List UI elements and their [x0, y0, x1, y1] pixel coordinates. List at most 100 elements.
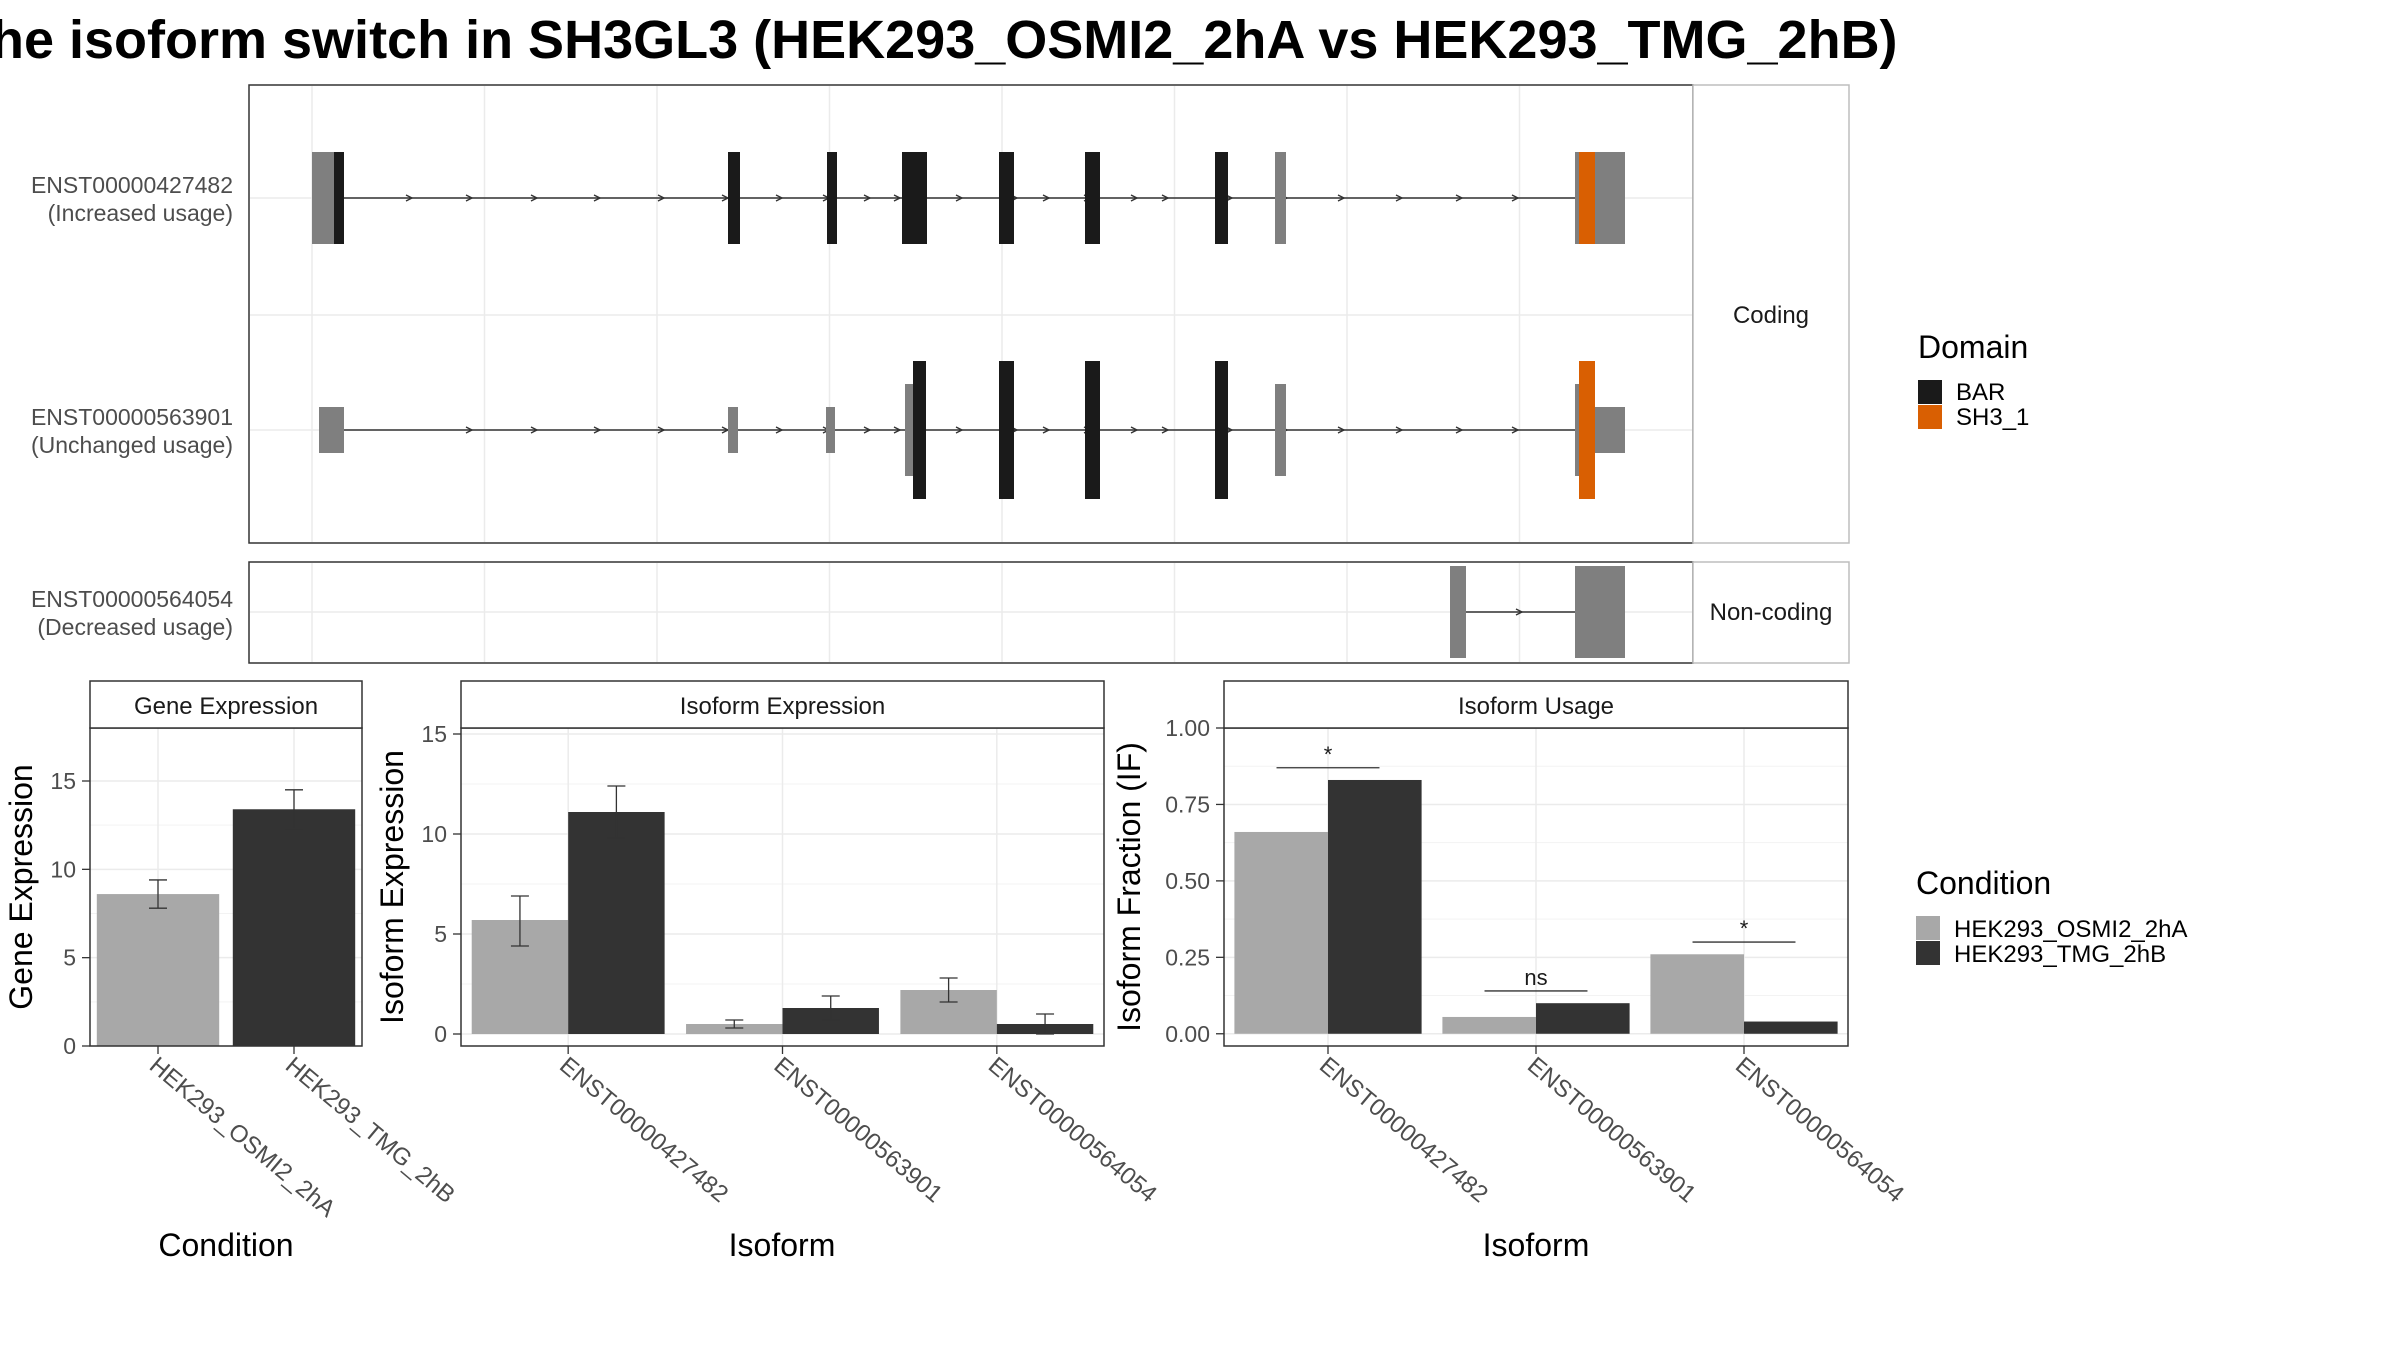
y-tick-label: 0.75: [1165, 791, 1210, 817]
strand-arrow: [1042, 426, 1051, 434]
y-tick-label: 10: [50, 856, 76, 882]
transcript-structure-enst00000427482: [312, 152, 1625, 244]
y-tick-label: 5: [63, 945, 76, 971]
row-label-usage-2: (Unchanged usage): [31, 432, 233, 458]
y-tick-label: 15: [50, 768, 76, 794]
bar: [1328, 779, 1422, 1034]
strand-arrow: [775, 426, 784, 434]
strand-arrow: [1130, 426, 1139, 434]
row-label-usage-1: (Increased usage): [48, 200, 233, 226]
y-tick-label: 1.00: [1165, 715, 1210, 741]
strand-arrow: [1515, 608, 1524, 616]
structure-panel-noncoding: Non-coding: [248, 561, 1850, 664]
legend-swatch-bar: [1918, 380, 1942, 404]
bar: [1536, 1003, 1630, 1034]
y-tick-label: 0.50: [1165, 868, 1210, 894]
utr-exon: [312, 152, 336, 244]
facet-strip-title: Gene Expression: [134, 693, 318, 720]
utr-exon: [826, 407, 835, 453]
legend-label-condition-a: HEK293_OSMI2_2hA: [1954, 916, 2187, 943]
strand-arrow: [1337, 194, 1346, 202]
x-tick-label: ENST00000563901: [1522, 1052, 1701, 1208]
bar: [1442, 1016, 1536, 1034]
strand-arrow: [1161, 426, 1170, 434]
strand-arrow: [530, 194, 539, 202]
domain-legend-title: Domain: [1918, 329, 2028, 365]
legend-swatch-condition-a: [1916, 916, 1940, 940]
legend-label-condition-b: HEK293_TMG_2hB: [1954, 941, 2166, 968]
row-label-isoform-1: ENST00000427482: [31, 172, 233, 198]
strand-arrow: [530, 426, 539, 434]
bar: [568, 812, 665, 1034]
utr-exon: [1575, 566, 1625, 658]
strand-arrow: [1130, 194, 1139, 202]
y-tick-label: 0.00: [1165, 1021, 1210, 1047]
strand-arrow: [1337, 426, 1346, 434]
strand-arrow: [465, 194, 474, 202]
strand-arrow: [405, 194, 414, 202]
coding-strip-label: Coding: [1733, 302, 1809, 329]
bar-domain-exon: [999, 361, 1014, 499]
utr-exon: [1595, 407, 1625, 453]
utr-exon: [905, 384, 913, 476]
strand-arrow: [893, 426, 902, 434]
legend-label-bar: BAR: [1956, 379, 2005, 406]
strand-arrow: [1511, 194, 1520, 202]
utr-exon: [1450, 566, 1466, 658]
strand-arrow: [1455, 194, 1464, 202]
strand-arrow: [893, 194, 902, 202]
y-tick-label: 10: [421, 821, 447, 847]
utr-exon: [319, 407, 344, 453]
utr-exon: [1595, 152, 1625, 244]
bar: [1234, 831, 1328, 1034]
bar-domain-exon: [902, 152, 927, 244]
strand-arrow: [1395, 194, 1404, 202]
noncoding-strip-label: Non-coding: [1710, 599, 1833, 626]
significance-label: ns: [1524, 965, 1547, 990]
isoform-usage-chart: * ns * Isoform Usage 0.00 0.25 0.50 0.75 1.00 ENS…: [1111, 680, 1909, 1263]
sh3-domain-exon: [1579, 361, 1595, 499]
figure-title: The isoform switch in SH3GL3 (HEK293_OSM…: [0, 10, 1898, 70]
bar-domain-exon: [1215, 152, 1228, 244]
facet-strip-title: Isoform Usage: [1458, 693, 1614, 720]
strand-arrow: [1395, 426, 1404, 434]
bar-domain-exon: [334, 152, 339, 244]
strand-arrow: [657, 426, 666, 434]
x-tick-label: ENST00000564054: [1730, 1052, 1909, 1208]
x-tick-label: ENST00000427482: [1314, 1052, 1493, 1208]
transcript-structure-enst00000563901: [319, 361, 1625, 499]
strand-arrow: [1511, 426, 1520, 434]
bar: [96, 894, 220, 1046]
strand-arrow: [657, 194, 666, 202]
legend-swatch-condition-b: [1916, 941, 1940, 965]
noncoding-strip: [1692, 561, 1850, 664]
row-label-isoform-3: ENST00000564054: [31, 586, 233, 612]
strand-arrow: [863, 194, 872, 202]
y-axis-title: Gene Expression: [3, 764, 39, 1009]
y-tick-label: 5: [434, 921, 447, 947]
strand-arrow: [955, 426, 964, 434]
strand-arrow: [593, 426, 602, 434]
significance-label: *: [1324, 742, 1333, 767]
utr-exon: [1275, 152, 1286, 244]
bar-domain-exon: [728, 152, 740, 244]
x-axis-title: Condition: [158, 1227, 293, 1263]
x-tick-label: ENST00000427482: [554, 1052, 733, 1208]
facet-strip: [460, 680, 1105, 729]
strand-arrow: [465, 426, 474, 434]
strand-arrow: [1455, 426, 1464, 434]
facet-strip: [1223, 680, 1849, 729]
bar: [1744, 1021, 1838, 1034]
utr-exon: [1575, 384, 1579, 476]
bar: [232, 809, 356, 1046]
strand-arrow: [1161, 194, 1170, 202]
bar-domain-exon: [827, 152, 837, 244]
bar-domain-exon: [339, 152, 344, 244]
bar-domain-exon: [1085, 152, 1100, 244]
significance-label: *: [1740, 916, 1749, 941]
transcript-structure-enst00000564054: [1450, 566, 1625, 658]
row-label-usage-3: (Decreased usage): [37, 614, 233, 640]
y-tick-label: 0: [434, 1021, 447, 1047]
